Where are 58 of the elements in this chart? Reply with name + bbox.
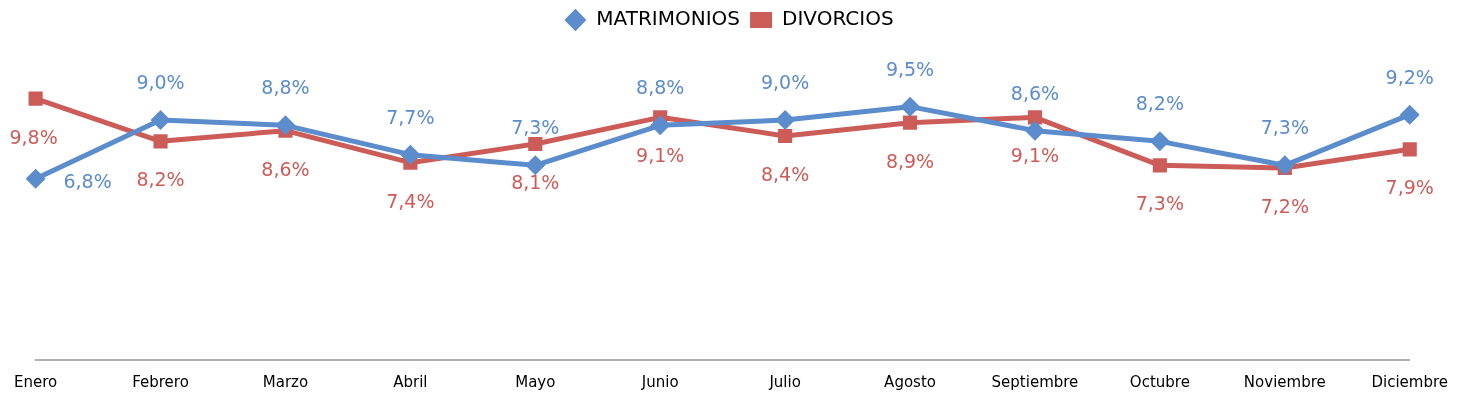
x-tick-label: Marzo [262,372,309,391]
x-tick-label: Enero [14,372,58,391]
data-label: 7,3% [511,116,560,139]
x-tick-label: Septiembre [991,372,1079,391]
legend-label: DIVORCIOS [782,6,894,31]
point [775,110,796,130]
point [28,91,43,106]
data-label: 8,6% [1010,81,1060,104]
point [1024,120,1045,141]
point [1274,155,1295,176]
data-label: 9,2% [1385,65,1434,88]
x-tick-label: Febrero [132,372,189,391]
data-label: 6,8% [63,169,112,192]
point [150,110,171,130]
data-label: 9,0% [136,70,185,93]
data-label: 9,1% [1010,144,1060,167]
x-tick-label: Mayo [515,372,556,391]
x-tick-label: Diciembre [1371,372,1448,391]
point [1399,104,1420,125]
x-tick-label: Junio [640,372,679,391]
x-tick-label: Agosto [884,372,936,391]
data-label: 7,3% [1260,116,1309,139]
point [1027,110,1043,125]
point [1402,142,1417,157]
point [650,115,671,136]
point [153,134,168,149]
data-label: 7,4% [386,189,435,212]
data-label: 8,8% [636,76,685,99]
data-label: 8,8% [261,76,310,99]
point [900,96,921,117]
data-label: 8,6% [261,157,310,180]
point [1149,131,1170,152]
data-label: 8,2% [136,168,185,191]
point [25,168,46,189]
legend-label: MATRIMONIOS [596,6,741,31]
data-label: 8,9% [885,149,935,172]
x-tick-label: Abril [393,372,428,391]
point [400,144,421,165]
x-tick-label: Octubre [1129,372,1190,391]
x-tick-label: Julio [768,372,801,391]
data-label: 9,8% [9,125,58,148]
data-label: 8,4% [760,162,810,185]
x-tick-label: Noviembre [1243,372,1326,391]
data-label: 7,9% [1385,176,1434,199]
data-label: 9,1% [636,144,685,167]
point [778,128,793,144]
data-label: 7,7% [386,105,435,128]
data-label: 9,5% [885,57,935,80]
point [1152,158,1167,173]
data-label: 7,3% [1135,192,1185,215]
data-label: 8,2% [1135,92,1185,115]
point [275,115,296,136]
data-label: 8,1% [511,170,560,193]
point [528,136,543,152]
data-label: 9,0% [760,70,810,93]
point [902,115,918,130]
point [525,155,546,176]
data-label: 7,2% [1260,194,1309,217]
